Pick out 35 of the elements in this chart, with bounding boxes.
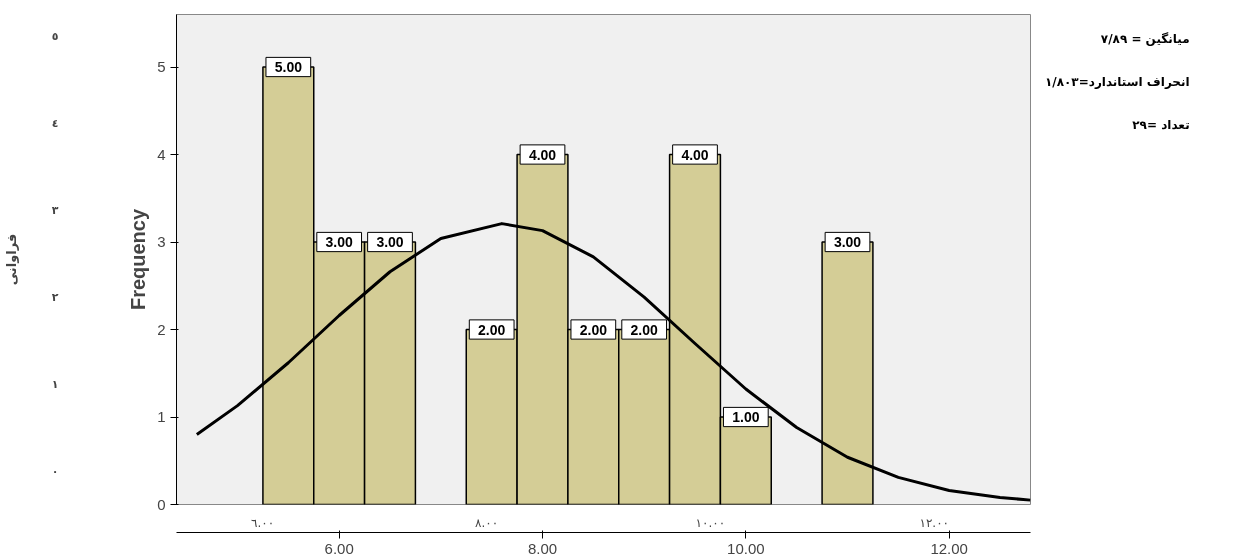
data-label: 3.00 [325, 234, 353, 250]
x-tick-label: 8.00 [527, 539, 558, 557]
data-label: 4.00 [681, 146, 709, 163]
x-tick-label: 12.00 [930, 539, 968, 557]
y-tick-label: 5 [157, 58, 166, 75]
x2-tick-label: ٦.٠٠ [251, 515, 275, 530]
y-tick-label: 3 [157, 233, 166, 250]
y2-tick-label: ٣ [51, 203, 59, 217]
text: میانگین = ۷/۸۹ [1099, 31, 1190, 48]
data-label: 5.00 [274, 59, 303, 75]
x-tick-label: 6.00 [324, 539, 354, 557]
data-label: 3.00 [376, 234, 404, 250]
y2-tick-label: ٤ [51, 116, 59, 130]
x2-tick-label: ١٢.٠٠ [919, 515, 950, 530]
y-tick-label: 0 [157, 495, 166, 513]
data-label: 2.00 [478, 321, 506, 338]
y2-tick-label: ٠ [51, 464, 59, 478]
y-tick-label: 1 [157, 408, 166, 425]
y2-tick-label: ٢ [51, 290, 59, 304]
data-label: 4.00 [528, 146, 557, 163]
x2-tick-label: ٨.٠٠ [474, 515, 499, 530]
y2-axis-title: فراوانی [3, 233, 19, 286]
data-label: 1.00 [732, 409, 760, 425]
y2-tick-label: ٥ [51, 29, 59, 43]
data-label: 2.00 [630, 321, 658, 338]
x-tick-label: 10.00 [727, 539, 765, 557]
y-axis-title: Frequency [127, 208, 150, 311]
x2-tick-label: ١٠.٠٠ [695, 515, 726, 530]
data-label: 2.00 [579, 321, 608, 338]
data-label: 3.00 [833, 234, 862, 250]
y-tick-label: 2 [157, 320, 166, 338]
y2-tick-label: ١ [51, 377, 59, 391]
y-tick-label: 4 [157, 145, 166, 163]
text: تعداد =۲۹ [1131, 117, 1190, 135]
text: انحراف استاندارد=۱/۸۰۳ [1045, 74, 1190, 92]
